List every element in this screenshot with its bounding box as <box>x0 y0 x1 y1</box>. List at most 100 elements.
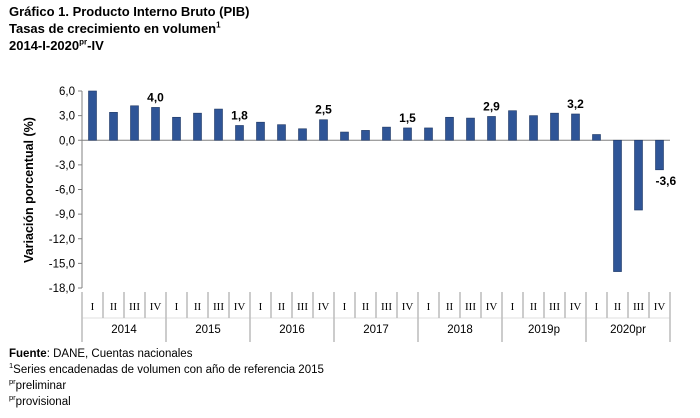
bar <box>235 125 244 141</box>
year-label: 2015 <box>195 324 221 336</box>
y-tick-label: 0,0 <box>59 135 75 147</box>
bar <box>319 119 328 141</box>
bar <box>109 112 118 141</box>
quarter-label: II <box>614 301 622 313</box>
data-label: 2,9 <box>483 99 500 113</box>
quarter-label: II <box>530 301 538 313</box>
bar <box>382 126 391 141</box>
quarter-label: IV <box>150 301 162 313</box>
bar <box>634 139 643 211</box>
bar <box>88 90 97 141</box>
footnotes: Fuente: DANE, Cuentas nacionales 1Series… <box>9 346 324 410</box>
year-label: 2019p <box>528 324 560 336</box>
y-tick-label: -15,0 <box>49 258 75 270</box>
period-text: 2014-I-2020 <box>9 38 80 53</box>
data-label: 1,8 <box>231 108 248 122</box>
bar <box>508 110 517 141</box>
footnote-provisional: prprovisional <box>9 394 324 410</box>
year-label: 2014 <box>111 324 137 336</box>
chart-title: Gráfico 1. Producto Interno Bruto (PIB) <box>9 4 250 19</box>
footnote-1-mark: 1 <box>9 361 14 371</box>
data-label: 1,5 <box>399 111 416 125</box>
bars-layer <box>88 90 664 272</box>
footnote-1-text: Series encadenadas de volumen con año de… <box>13 364 324 376</box>
data-label: 3,2 <box>567 97 584 111</box>
quarter-label: III <box>549 301 560 313</box>
source-note: Fuente: DANE, Cuentas nacionales <box>9 346 324 362</box>
quarter-label: IV <box>570 301 582 313</box>
quarter-label: I <box>91 301 95 313</box>
bar-chart: 6,0 3,0 0,0 -3,0 -6,0 -9,0 -12,0 -15,0 -18,0 4,0… <box>22 86 677 342</box>
quarter-label: II <box>446 301 454 313</box>
bar <box>193 112 202 141</box>
bar <box>655 139 664 171</box>
year-label: 2018 <box>447 324 473 336</box>
bar <box>592 134 601 141</box>
bar <box>277 124 286 141</box>
quarter-label: II <box>110 301 118 313</box>
quarter-label: IV <box>318 301 330 313</box>
y-tick-label: 3,0 <box>59 111 75 123</box>
footnote-preliminar: prpreliminar <box>9 378 324 394</box>
quarter-label: I <box>511 301 515 313</box>
subtitle-text: Tasas de crecimiento en volumen <box>9 21 217 36</box>
bar <box>466 117 475 141</box>
quarter-label: III <box>213 301 224 313</box>
bar <box>550 112 559 141</box>
year-label: 2020pr <box>610 324 646 336</box>
y-axis-label: Variación porcentual (%) <box>22 117 36 263</box>
bar <box>361 130 370 141</box>
footnote-1: 1Series encadenadas de volumen con año d… <box>9 362 324 378</box>
quarter-label: IV <box>234 301 246 313</box>
bar <box>487 116 496 141</box>
y-tick-label: 6,0 <box>59 86 75 98</box>
bar <box>172 116 181 141</box>
quarter-label: IV <box>654 301 666 313</box>
bar <box>214 108 223 141</box>
quarter-label: II <box>278 301 286 313</box>
source-text: : DANE, Cuentas nacionales <box>46 348 193 360</box>
footnote-3-mark: pr <box>9 393 16 403</box>
quarter-label: III <box>297 301 308 313</box>
quarter-label: III <box>129 301 140 313</box>
quarter-label: I <box>427 301 431 313</box>
footnote-2-mark: pr <box>9 377 16 387</box>
labels-layer: 4,01,8 2,51,52,9 3,2-3,6I II III IV I II III IV I I… <box>91 90 677 336</box>
bar <box>445 116 454 141</box>
y-tick-label: -6,0 <box>55 185 75 197</box>
quarter-label: II <box>362 301 370 313</box>
bar <box>256 121 265 141</box>
subtitle-footnote-mark: 1 <box>216 20 221 30</box>
chart-period: 2014-I-2020pr-IV <box>9 37 250 54</box>
y-tick-label: -18,0 <box>49 283 75 295</box>
data-label: 2,5 <box>315 103 332 117</box>
chart-title-block: Gráfico 1. Producto Interno Bruto (PIB) … <box>9 3 250 54</box>
footnote-2-text: preliminar <box>15 380 67 392</box>
quarter-label: III <box>381 301 392 313</box>
bar <box>298 128 307 141</box>
chart-subtitle: Tasas de crecimiento en volumen1 <box>9 20 250 37</box>
period-suffix: -IV <box>87 38 104 53</box>
period-sup: pr <box>79 37 88 47</box>
quarter-label: I <box>343 301 347 313</box>
year-label: 2017 <box>363 324 389 336</box>
quarter-label: II <box>194 301 202 313</box>
bar <box>340 131 349 141</box>
quarter-label: IV <box>486 301 498 313</box>
quarter-label: I <box>595 301 599 313</box>
y-tick-label: -9,0 <box>55 209 75 221</box>
y-tick-label: -3,0 <box>55 160 75 172</box>
source-label: Fuente <box>9 348 47 360</box>
quarter-label: I <box>175 301 179 313</box>
bar <box>613 139 622 272</box>
bar <box>151 107 160 141</box>
year-label: 2016 <box>279 324 305 336</box>
quarter-label: I <box>259 301 263 313</box>
bar <box>529 115 538 141</box>
bar <box>424 127 433 141</box>
quarter-label: IV <box>402 301 414 313</box>
bar <box>571 113 580 141</box>
bar <box>403 127 412 141</box>
data-label: -3,6 <box>656 174 677 188</box>
quarter-label: III <box>633 301 644 313</box>
